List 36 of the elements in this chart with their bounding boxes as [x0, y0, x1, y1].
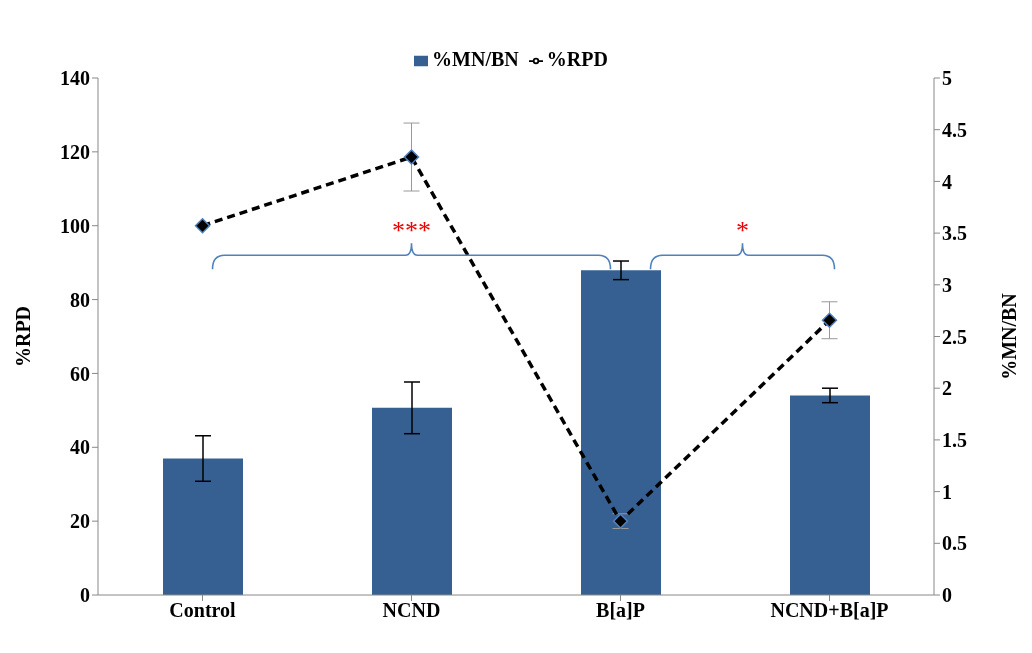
bar — [372, 407, 452, 595]
point — [194, 217, 211, 234]
y-tick-label: 0 — [80, 584, 90, 607]
y2-tick-label: 1 — [942, 480, 952, 503]
annotation: * — [736, 216, 749, 246]
y2-tick-label: 2 — [942, 377, 952, 400]
y2-tick-label: 5 — [942, 67, 952, 90]
bar — [790, 395, 870, 595]
bar — [163, 458, 243, 595]
legend-label: %RPD — [546, 48, 608, 70]
y2-tick-label: 4 — [942, 170, 952, 193]
y-tick-label: 140 — [60, 67, 90, 90]
x-tick-label: Control — [169, 599, 237, 622]
y-tick-label: 20 — [70, 510, 90, 533]
y2-tick-label: 0.5 — [942, 532, 967, 555]
y-tick-label: 40 — [70, 436, 90, 459]
y2-tick-label: 3.5 — [942, 222, 967, 245]
y2-tick-label: 4.5 — [942, 118, 967, 141]
y2-tick-label: 0 — [942, 584, 952, 607]
x-tick-label: NCND+B[a]P — [770, 599, 889, 622]
x-tick-label: NCND — [382, 599, 441, 622]
bar — [581, 270, 661, 595]
y2-tick-label: 3 — [942, 273, 952, 296]
point — [403, 149, 420, 165]
x-tick-label: B[a]P — [596, 599, 645, 622]
y2-tick-label: 1.5 — [942, 429, 967, 451]
y2-tick-label: 2.5 — [942, 325, 967, 348]
y-tick-label: 60 — [70, 362, 90, 385]
annotation: *** — [392, 216, 431, 246]
point — [821, 312, 838, 328]
y-axis-title: %RPD — [12, 305, 35, 368]
legend-label: %MN/BN — [432, 48, 519, 70]
y-tick-label: 80 — [70, 288, 90, 311]
y-tick-label: 120 — [60, 140, 90, 163]
y2-axis-title: %MN/BN — [998, 292, 1021, 380]
y-tick-label: 100 — [60, 214, 90, 237]
